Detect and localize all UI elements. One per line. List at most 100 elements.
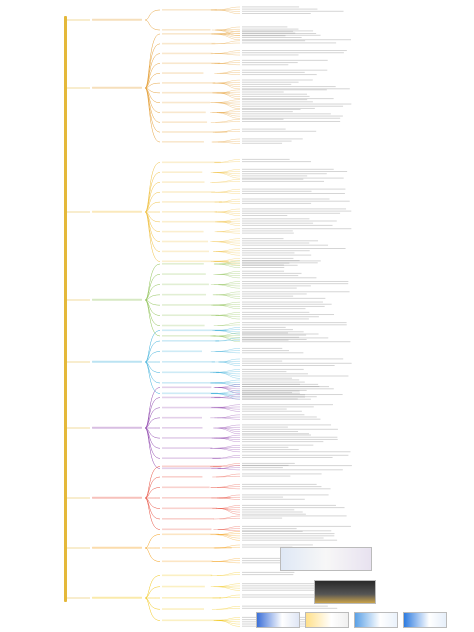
leaf-curve bbox=[213, 251, 241, 256]
leaf-curve bbox=[212, 561, 241, 564]
leaf-curve bbox=[215, 9, 241, 14]
leaf-text bbox=[242, 596, 316, 598]
branch-node bbox=[162, 240, 209, 243]
leaf-curve bbox=[210, 351, 241, 354]
leaf-curve bbox=[210, 382, 241, 385]
leaf-text bbox=[242, 242, 310, 244]
leaf-text bbox=[242, 175, 308, 177]
leaf-text bbox=[242, 394, 343, 396]
branch-node bbox=[162, 181, 205, 183]
leaf-text bbox=[242, 98, 334, 100]
leaf-text bbox=[242, 128, 286, 130]
leaf-text bbox=[242, 54, 299, 56]
leaf-text bbox=[242, 287, 297, 289]
leaf-text bbox=[242, 193, 345, 194]
branch-node bbox=[162, 201, 222, 203]
leaf-curve bbox=[217, 141, 241, 143]
leaf-curve bbox=[219, 507, 241, 509]
leaf-curve bbox=[217, 508, 241, 515]
section-node bbox=[92, 496, 142, 499]
branch-node bbox=[162, 314, 219, 317]
leaf-text bbox=[242, 305, 325, 307]
branch-node bbox=[162, 33, 231, 35]
leaf-text bbox=[242, 260, 300, 262]
leaf-text bbox=[242, 244, 329, 246]
leaf-text bbox=[242, 583, 318, 585]
leaf-curve bbox=[212, 473, 241, 478]
leaf-text bbox=[242, 28, 299, 30]
leaf-curve bbox=[219, 427, 241, 432]
leaf-curve bbox=[213, 261, 241, 266]
branch-node bbox=[162, 427, 203, 429]
branch-node bbox=[162, 447, 213, 449]
branch-curve bbox=[144, 586, 161, 599]
leaf-text bbox=[242, 232, 294, 234]
leaf-text bbox=[242, 324, 347, 326]
leaf-text bbox=[242, 517, 283, 519]
branch-curve bbox=[144, 497, 161, 509]
leaf-text bbox=[242, 267, 285, 268]
leaf-curve bbox=[213, 263, 241, 268]
leaf-text bbox=[242, 373, 308, 375]
leaf-curve bbox=[213, 515, 241, 520]
leaf-text bbox=[242, 74, 317, 76]
leaf-text bbox=[242, 262, 318, 264]
leaf-text bbox=[242, 202, 312, 204]
leaf-curve bbox=[219, 263, 241, 265]
leaf-text bbox=[242, 428, 338, 430]
branch-node bbox=[162, 361, 215, 363]
branch-node bbox=[162, 273, 206, 275]
branch-curve bbox=[144, 284, 161, 301]
branch-curve bbox=[144, 597, 161, 621]
leaf-text bbox=[242, 392, 300, 394]
leaf-curve bbox=[211, 608, 241, 610]
leaf-text bbox=[242, 535, 335, 537]
branch-node bbox=[162, 329, 227, 332]
branch-node bbox=[162, 547, 232, 549]
leaf-text bbox=[242, 71, 305, 73]
leaf-text bbox=[242, 250, 310, 252]
leaf-curve bbox=[218, 284, 241, 287]
leaf-curve bbox=[213, 407, 241, 412]
branch-curve bbox=[144, 330, 161, 363]
leaf-curve bbox=[210, 172, 241, 179]
leaf-text bbox=[242, 431, 299, 432]
branch-node bbox=[162, 230, 204, 233]
leaf-text bbox=[242, 513, 306, 515]
branch-node bbox=[162, 121, 208, 123]
leaf-curve bbox=[216, 315, 241, 320]
leaf-text bbox=[242, 331, 304, 333]
branch-curve bbox=[144, 87, 161, 143]
leaf-curve bbox=[211, 29, 241, 36]
branch-curve bbox=[144, 534, 161, 549]
branch-node bbox=[162, 283, 209, 286]
branch-node bbox=[162, 597, 221, 599]
leaf-text bbox=[242, 308, 306, 310]
leaf-curve bbox=[216, 476, 241, 478]
leaf-text bbox=[242, 444, 314, 446]
leaf-text bbox=[242, 107, 315, 109]
leaf-text bbox=[242, 52, 344, 54]
leaf-curve bbox=[216, 112, 241, 117]
leaf-text bbox=[242, 322, 347, 324]
leaf-text bbox=[242, 594, 320, 596]
screenshot-thumbnail bbox=[314, 580, 376, 604]
branch-curve bbox=[144, 274, 161, 301]
leaf-text bbox=[242, 171, 348, 172]
leaf-text bbox=[242, 350, 289, 352]
leaf-curve bbox=[218, 221, 241, 226]
leaf-text bbox=[242, 607, 338, 609]
leaf-text bbox=[242, 418, 321, 420]
leaf-text bbox=[242, 26, 288, 28]
leaf-curve bbox=[214, 332, 241, 337]
leaf-text bbox=[242, 260, 321, 262]
leaf-text bbox=[242, 462, 295, 464]
branch-node bbox=[162, 497, 231, 499]
leaf-text bbox=[242, 360, 283, 362]
branch-node bbox=[162, 220, 232, 223]
leaf-text bbox=[242, 50, 347, 52]
leaf-text bbox=[242, 101, 313, 103]
leaf-text bbox=[242, 504, 336, 506]
branch-node bbox=[162, 382, 223, 384]
leaf-text bbox=[242, 280, 349, 282]
